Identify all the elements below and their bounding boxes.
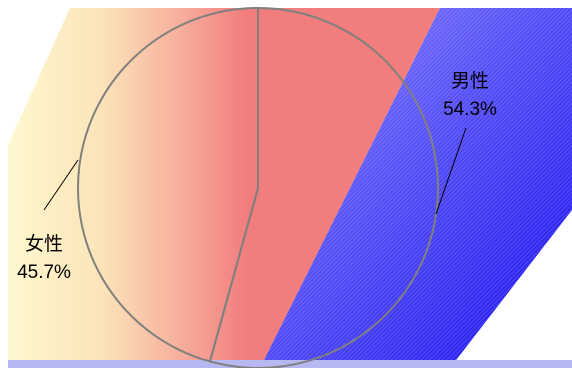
slice-pct-male: 54.3% bbox=[443, 99, 497, 120]
background-left-panel bbox=[8, 8, 440, 368]
leader-lines bbox=[43, 127, 467, 215]
slice-label-male: 男性 bbox=[451, 70, 489, 92]
background-blue-band-hatch bbox=[260, 8, 572, 368]
slice-pct-female: 45.7% bbox=[17, 262, 71, 283]
pie-slice-female bbox=[77, 6, 259, 363]
leader-line-male bbox=[435, 127, 467, 215]
slice-label-female: 女性 bbox=[25, 233, 63, 255]
bottom-strip bbox=[8, 360, 572, 368]
leader-line-female bbox=[43, 159, 79, 211]
